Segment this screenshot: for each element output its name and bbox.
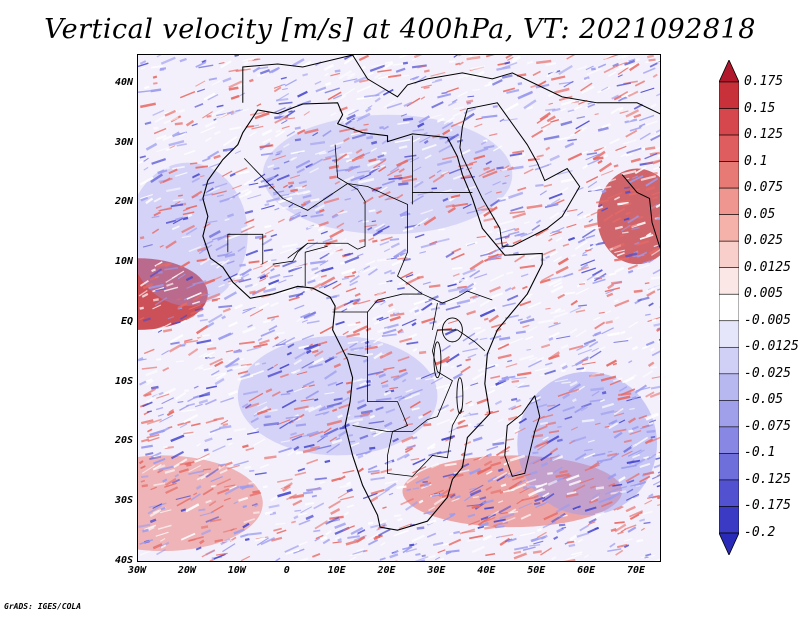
field-streaks	[138, 55, 660, 561]
lon-tick-label: 60E	[577, 565, 596, 576]
lat-tick-label: 40N	[114, 76, 133, 88]
country-border	[227, 233, 264, 265]
colorbar-bottom-triangle	[719, 532, 739, 555]
lake-outline	[433, 341, 442, 379]
lat-tick-label: 20S	[114, 435, 133, 447]
india-coastline	[621, 174, 660, 249]
colorbar-bin	[719, 320, 739, 348]
colorbar-label: 0.15	[744, 100, 776, 116]
europe-coastline	[242, 55, 660, 115]
colorbar-bin	[719, 187, 739, 215]
country-border	[272, 242, 308, 265]
colorbar-bin	[719, 81, 739, 109]
colorbar-label: 0.025	[744, 233, 784, 249]
lon-tick-label: 30E	[427, 565, 446, 576]
colorbar-bin	[719, 108, 739, 136]
colorbar-label: -0.2	[744, 525, 776, 540]
colorbar-label: -0.075	[744, 418, 791, 434]
velocity-field	[138, 55, 660, 561]
lat-tick-label: 10N	[114, 256, 133, 268]
colorbar-bin	[719, 293, 739, 322]
colorbar-label: -0.125	[744, 471, 791, 487]
colorbar-bin	[719, 400, 739, 428]
colorbar-bin	[719, 346, 739, 375]
colorbar-label: 0.0125	[744, 259, 791, 275]
colorbar-bin	[719, 373, 739, 401]
country-border	[367, 293, 423, 313]
lon-tick-label: 20E	[377, 565, 396, 576]
country-border	[432, 302, 438, 330]
colorbar-label: -0.05	[744, 392, 784, 408]
colorbar-bin	[719, 267, 739, 295]
lake-outline	[456, 377, 464, 415]
lon-tick-label: 10W	[227, 565, 246, 576]
colorbar-label: -0.1	[744, 445, 776, 461]
country-border	[347, 353, 463, 477]
colorbar-bin	[719, 479, 739, 507]
arabia-coastline	[459, 102, 581, 247]
colorbar-bin	[719, 453, 739, 481]
country-border	[244, 158, 493, 304]
colorbar-label: -0.005	[744, 312, 791, 328]
colorbar-top-triangle	[719, 60, 739, 83]
lon-tick-label: 40E	[477, 565, 496, 576]
colorbar-label: 0.005	[744, 286, 784, 302]
colorbar-label: -0.175	[744, 498, 791, 514]
country-border	[352, 329, 486, 432]
colorbar-label: 0.075	[744, 180, 784, 196]
chart-title: Vertical velocity [m/s] at 400hPa, VT: 2…	[44, 14, 756, 45]
colorbar-label: 0.175	[744, 74, 784, 89]
colorbar-bin	[719, 161, 739, 189]
credit-text: GrADS: IGES/COLA	[4, 602, 82, 611]
colorbar-bin	[719, 214, 739, 242]
colorbar-bin	[719, 426, 739, 454]
colorbar	[719, 60, 739, 555]
lon-tick-label: 0	[283, 565, 290, 576]
colorbar-label: 0.125	[744, 127, 784, 143]
lat-tick-label: 40S	[114, 555, 133, 566]
colorbar-label: 0.1	[744, 153, 768, 169]
lake-outline	[441, 317, 463, 343]
map-plot-area	[137, 54, 661, 562]
lon-tick-label: 10E	[327, 565, 346, 576]
lat-tick-label: EQ	[120, 315, 133, 327]
lon-tick-label: 20W	[177, 565, 196, 576]
lat-tick-label: 20N	[114, 196, 133, 208]
lat-tick-label: 30N	[114, 136, 133, 148]
colorbar-bin	[719, 134, 739, 162]
colorbar-label: -0.0125	[744, 339, 799, 355]
lat-tick-label: 30S	[114, 495, 133, 507]
africa-coastline	[202, 102, 543, 531]
country-border	[332, 311, 368, 354]
lon-tick-label: 30W	[127, 565, 147, 576]
madagascar-coastline	[504, 395, 541, 477]
country-border	[287, 144, 366, 259]
lon-tick-label: 50E	[527, 565, 546, 576]
country-border	[304, 245, 328, 287]
colorbar-bin	[719, 240, 739, 269]
colorbar-bin	[719, 506, 739, 534]
colorbar-label: -0.025	[744, 365, 791, 381]
lon-tick-label: 70E	[627, 565, 646, 576]
colorbar-label: 0.05	[744, 206, 776, 222]
lat-tick-label: 10S	[114, 375, 133, 387]
